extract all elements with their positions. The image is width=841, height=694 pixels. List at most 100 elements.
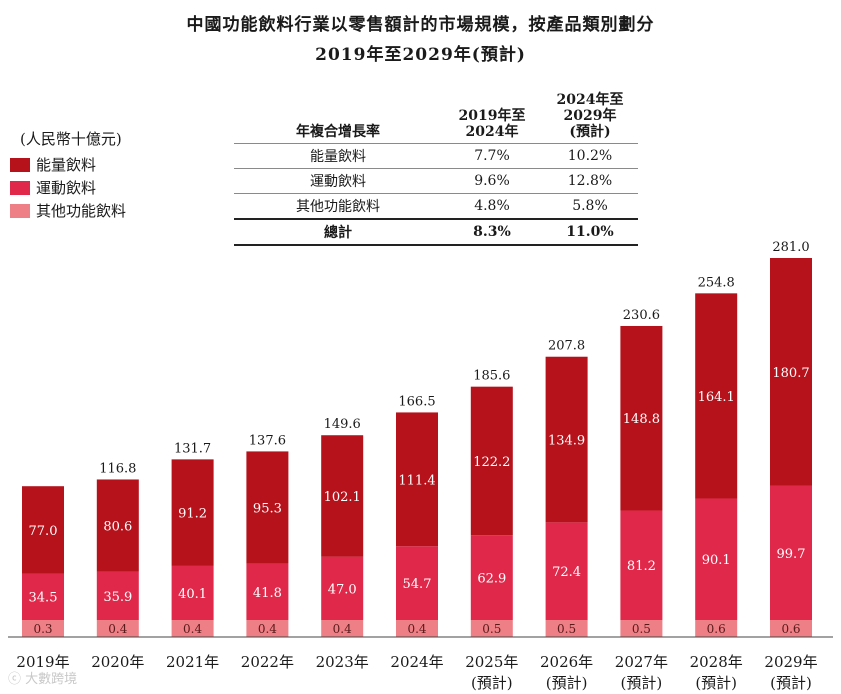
- legend-label-sports: 運動飲料: [36, 179, 97, 197]
- bar-segment: [620, 510, 663, 620]
- data-label-total: 149.6: [324, 417, 361, 432]
- bar-segment: [246, 451, 289, 564]
- data-label-energy: 91.2: [178, 507, 207, 522]
- cagr-cell: 其他功能飲料: [234, 193, 442, 219]
- data-label-sports: 81.2: [627, 559, 656, 574]
- bar-segment: [171, 459, 214, 566]
- bar-segment: [22, 486, 64, 574]
- bar-segment: [396, 412, 438, 547]
- cagr-row-other: 其他功能飲料 4.8% 5.8%: [234, 193, 638, 219]
- bar-segment: [171, 620, 214, 637]
- x-tick-label: (預計): [471, 674, 513, 692]
- cagr-cell: 10.2%: [542, 143, 638, 169]
- bar-segment: [22, 573, 64, 620]
- cagr-table: 年複合增長率 2019年至 2024年 2024年至 2029年 (預計) 能量飲料 …: [234, 92, 638, 246]
- legend-label-other: 其他功能飲料: [36, 202, 127, 220]
- unit-label: (人民幣十億元): [20, 130, 122, 148]
- bar-segment: [321, 620, 364, 637]
- cagr-header-period2: 2024年至 2029年 (預計): [556, 92, 624, 140]
- x-tick-label: 2028年: [690, 653, 743, 671]
- cagr-row-sports: 運動飲料 9.6% 12.8%: [234, 168, 638, 194]
- data-label-other: 0.6: [707, 622, 726, 636]
- data-label-energy: 77.0: [29, 524, 58, 539]
- data-label-sports: 99.7: [777, 547, 806, 562]
- bar-segment: [470, 386, 513, 536]
- cagr-cell: 7.7%: [442, 143, 542, 169]
- cagr-header-label: 年複合增長率: [296, 124, 380, 140]
- data-label-energy: 134.9: [548, 434, 585, 449]
- data-label-other: 0.5: [557, 622, 576, 636]
- x-tick-label: (預計): [695, 674, 737, 692]
- data-label-energy: 164.1: [698, 390, 735, 405]
- data-label-total: 137.6: [249, 433, 286, 448]
- data-label-sports: 34.5: [29, 591, 58, 606]
- cagr-cell: 8.3%: [442, 218, 542, 246]
- x-tick-label: 2024年: [390, 653, 443, 671]
- cagr-cell: 11.0%: [542, 218, 638, 246]
- chart-subtitle: 2019年至2029年(預計): [315, 45, 526, 65]
- cagr-cell: 9.6%: [442, 168, 542, 194]
- x-tick-label: 2022年: [241, 653, 294, 671]
- bar-segment: [171, 565, 214, 620]
- bar-segment: [770, 485, 812, 620]
- data-label-energy: 111.4: [398, 473, 435, 488]
- data-label-sports: 90.1: [702, 553, 731, 568]
- data-label-other: 0.4: [108, 622, 127, 636]
- data-label-energy: 122.2: [473, 455, 510, 470]
- bar-segment: [96, 479, 139, 572]
- bar-segment: [396, 546, 438, 620]
- data-label-other: 0.4: [333, 622, 352, 636]
- x-tick-label: (預計): [546, 674, 588, 692]
- data-label-total: 116.8: [99, 461, 136, 476]
- data-label-sports: 54.7: [403, 577, 432, 592]
- data-label-energy: 148.8: [623, 412, 660, 427]
- data-label-other: 0.3: [33, 622, 52, 636]
- watermark-icon: ⓒ: [8, 672, 22, 687]
- bar-segment: [770, 620, 812, 637]
- data-label-other: 0.4: [407, 622, 426, 636]
- data-label-total: 230.6: [623, 308, 660, 323]
- bar-segment: [545, 522, 588, 620]
- data-label-sports: 41.8: [253, 586, 282, 601]
- data-label-other: 0.4: [258, 622, 277, 636]
- x-tick-label: 2029年: [764, 653, 817, 671]
- bar-segment: [396, 620, 438, 637]
- data-label-other: 0.5: [482, 622, 501, 636]
- cagr-header-period1: 2019年至 2024年: [458, 108, 526, 140]
- bar-segment: [22, 620, 64, 637]
- data-label-total: 185.6: [473, 369, 510, 384]
- bar-segment: [545, 620, 588, 637]
- cagr-header-row: 年複合增長率 2019年至 2024年 2024年至 2029年 (預計): [234, 92, 638, 144]
- bar-segment: [470, 620, 513, 637]
- bar-segment: [246, 563, 289, 620]
- cagr-cell: 4.8%: [442, 193, 542, 219]
- x-tick-label: 2027年: [615, 653, 668, 671]
- legend-item-energy: 能量飲料: [10, 153, 126, 176]
- cagr-cell: 能量飲料: [234, 143, 442, 169]
- bar-segment: [470, 535, 513, 620]
- cagr-cell: 12.8%: [542, 168, 638, 194]
- data-label-other: 0.4: [183, 622, 202, 636]
- data-label-sports: 35.9: [103, 590, 132, 605]
- bar-segment: [695, 498, 738, 620]
- data-label-other: 0.6: [781, 622, 800, 636]
- data-label-other: 0.5: [632, 622, 651, 636]
- cagr-row-energy: 能量飲料 7.7% 10.2%: [234, 143, 638, 169]
- x-tick-label: 2023年: [316, 653, 369, 671]
- data-label-sports: 47.0: [328, 582, 357, 597]
- x-tick-label: 2020年: [91, 653, 144, 671]
- cagr-cell: 運動飲料: [234, 168, 442, 194]
- data-label-total: 207.8: [548, 339, 585, 354]
- data-label-energy: 95.3: [253, 502, 282, 517]
- data-label-energy: 80.6: [103, 520, 132, 535]
- data-label-total: 254.8: [698, 275, 735, 290]
- data-label-total: 281.0: [772, 240, 809, 255]
- bar-segment: [545, 356, 588, 523]
- cagr-cell: 5.8%: [542, 193, 638, 219]
- watermark-text: 大數跨境: [25, 672, 78, 687]
- cagr-cell: 總計: [234, 218, 442, 246]
- bar-segment: [620, 325, 663, 511]
- cagr-row-total: 總計 8.3% 11.0%: [234, 218, 638, 246]
- data-label-energy: 180.7: [772, 366, 809, 381]
